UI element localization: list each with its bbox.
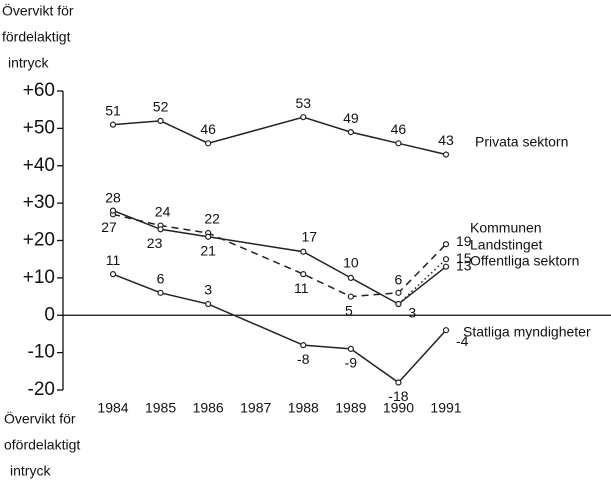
y-tick-label: +30 bbox=[23, 192, 55, 213]
data-point bbox=[109, 207, 117, 214]
y-axis-title: ofördelaktigt bbox=[4, 437, 80, 453]
data-label: -8 bbox=[297, 351, 310, 367]
data-label: 10 bbox=[343, 255, 359, 271]
data-point bbox=[347, 345, 354, 352]
data-label: 52 bbox=[153, 99, 169, 115]
series-line bbox=[397, 258, 447, 305]
data-label: 19 bbox=[456, 233, 472, 249]
data-point bbox=[157, 226, 164, 233]
data-point bbox=[442, 151, 450, 158]
series-name: Kommunen bbox=[470, 220, 542, 236]
data-label: 46 bbox=[200, 121, 216, 137]
y-tick-label: -20 bbox=[28, 379, 55, 400]
series-name: Statliga myndigheter bbox=[463, 324, 591, 340]
data-point bbox=[442, 327, 450, 334]
y-tick-label: -10 bbox=[28, 342, 55, 363]
y-tick-label: 0 bbox=[44, 304, 55, 325]
data-label: 5 bbox=[345, 302, 353, 318]
data-label: 28 bbox=[105, 189, 121, 205]
data-point bbox=[442, 263, 450, 270]
series-name: Privata sektorn bbox=[475, 134, 568, 150]
y-tick-label: +40 bbox=[23, 155, 55, 176]
data-label: 43 bbox=[438, 132, 454, 148]
data-point bbox=[395, 300, 402, 308]
data-label: -9 bbox=[345, 355, 358, 371]
y-tick-label: +10 bbox=[23, 267, 55, 288]
x-tick-label: 1987 bbox=[240, 400, 271, 416]
data-point bbox=[442, 256, 450, 263]
x-tick-label: 1985 bbox=[145, 400, 176, 416]
data-label: 23 bbox=[147, 235, 163, 251]
data-point bbox=[347, 129, 354, 136]
data-point bbox=[205, 300, 212, 308]
y-tick-label: +50 bbox=[23, 117, 55, 138]
data-label: 17 bbox=[301, 228, 317, 244]
series-name: Landstinget bbox=[470, 237, 543, 253]
data-point bbox=[300, 271, 307, 278]
y-axis-title: Övervikt för bbox=[4, 410, 76, 427]
y-axis-title: fördelaktigt bbox=[2, 29, 71, 45]
data-label: 11 bbox=[106, 252, 121, 268]
data-label: 3 bbox=[204, 282, 212, 298]
data-point bbox=[157, 289, 164, 296]
data-label: -18 bbox=[388, 388, 408, 404]
data-label: 6 bbox=[395, 272, 403, 288]
data-point bbox=[157, 117, 164, 125]
data-point bbox=[347, 293, 354, 300]
data-label: 24 bbox=[155, 203, 171, 219]
y-tick-label: +20 bbox=[23, 230, 55, 251]
y-axis-title: intryck bbox=[10, 463, 51, 479]
y-tick-label: +60 bbox=[23, 80, 55, 101]
x-tick-label: 1991 bbox=[430, 400, 461, 416]
data-label: 6 bbox=[157, 271, 165, 287]
data-point bbox=[347, 274, 354, 281]
data-point bbox=[205, 140, 212, 147]
data-label: 22 bbox=[204, 211, 220, 227]
data-label: 27 bbox=[101, 219, 117, 235]
data-label: 21 bbox=[200, 242, 216, 258]
data-label: 13 bbox=[456, 257, 472, 273]
y-axis-title: intryck bbox=[8, 55, 49, 71]
data-label: 53 bbox=[295, 95, 311, 111]
data-point bbox=[300, 248, 307, 255]
data-label: -4 bbox=[456, 333, 469, 349]
data-point bbox=[442, 241, 450, 248]
data-point bbox=[395, 140, 402, 147]
data-point bbox=[109, 121, 117, 128]
data-label: 3 bbox=[408, 305, 416, 321]
data-point bbox=[300, 114, 307, 121]
data-label: 15 bbox=[456, 250, 472, 266]
data-label: 46 bbox=[391, 121, 407, 137]
series-name: Offentliga sektorn bbox=[470, 253, 579, 269]
x-tick-label: 1986 bbox=[193, 400, 224, 416]
series-line bbox=[112, 273, 447, 384]
x-tick-label: 1988 bbox=[288, 400, 319, 416]
y-axis-title: Övervikt för bbox=[2, 2, 74, 19]
data-label: 51 bbox=[105, 102, 121, 118]
data-point bbox=[395, 379, 402, 386]
data-point bbox=[395, 289, 402, 296]
data-point bbox=[300, 342, 307, 349]
data-point bbox=[205, 233, 212, 240]
x-tick-label: 1984 bbox=[97, 400, 128, 416]
data-label: 11 bbox=[294, 280, 309, 296]
data-label: 49 bbox=[343, 110, 359, 126]
data-point bbox=[109, 271, 117, 278]
x-tick-label: 1989 bbox=[335, 400, 366, 416]
x-tick-label: 1990 bbox=[383, 400, 414, 416]
